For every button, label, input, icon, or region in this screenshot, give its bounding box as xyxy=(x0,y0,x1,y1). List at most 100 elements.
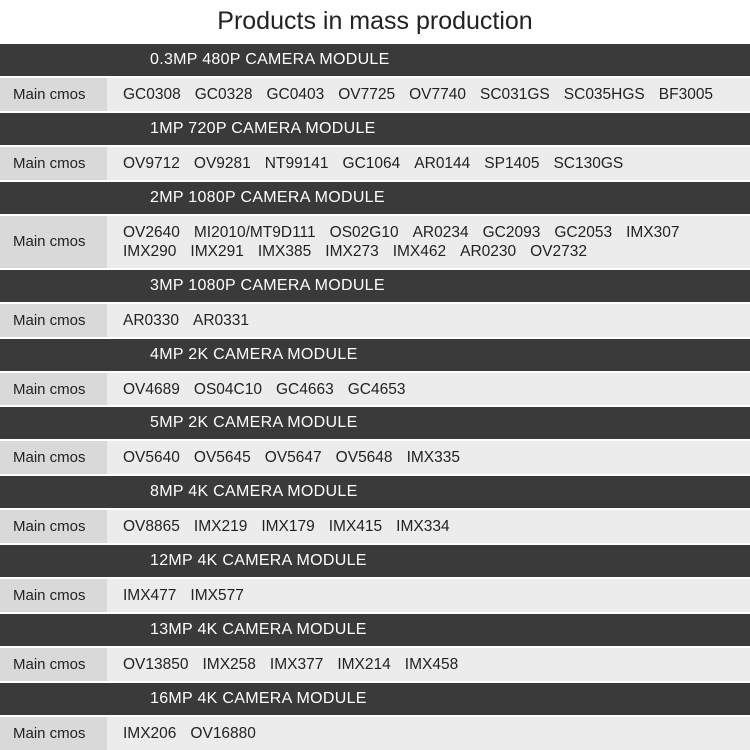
sensor-name: OV5648 xyxy=(335,449,393,467)
section-row: Main cmos GC0308 GC0328 GC0403 OV7725 OV7740 S… xyxy=(0,78,750,111)
sensor-name: IMX291 xyxy=(190,242,244,260)
sensor-list: AR0330 AR0331 xyxy=(107,304,750,337)
sensor-list: OV2640 MI2010/MT9D111 OS02G10 AR0234 GC2093 G… xyxy=(107,216,750,268)
sensor-name: OV9712 xyxy=(123,154,180,172)
sensor-name: IMX385 xyxy=(257,242,312,260)
section-row: Main cmos OV5640 OV5645 OV5647 OV5648 IMX335 xyxy=(0,441,750,475)
section-header: 12MP 4K CAMERA MODULE xyxy=(0,545,750,578)
sensor-name: AR0234 xyxy=(412,223,469,241)
sensor-list: OV9712 OV9281 NT99141 GC1064 AR0144 SP1405 SC1… xyxy=(107,147,750,180)
section-row: Main cmos OV2640 MI2010/MT9D111 OS02G10 AR02… xyxy=(0,215,750,268)
sensor-name: OV2732 xyxy=(530,242,588,260)
sensor-line: OV13850 IMX258 IMX377 IMX214 IMX458 xyxy=(123,655,750,674)
sensor-name: IMX334 xyxy=(396,518,450,536)
section-header: 5MP 2K CAMERA MODULE xyxy=(0,407,750,440)
sensor-name: SC031GS xyxy=(479,85,550,103)
sensor-line: OV5640 OV5645 OV5647 OV5648 IMX335 xyxy=(123,448,750,467)
section-header: 0.3MP 480P CAMERA MODULE xyxy=(0,44,750,76)
sensor-line: GC0308 GC0328 GC0403 OV7725 OV7740 SC031GS SC0… xyxy=(123,85,750,104)
sensor-name: OV8865 xyxy=(123,518,180,536)
sensor-name: GC0403 xyxy=(266,85,325,103)
section-row: Main cmos IMX477 IMX577 xyxy=(0,579,750,613)
section-header: 2MP 1080P CAMERA MODULE xyxy=(0,181,750,214)
row-label: Main cmos xyxy=(0,303,107,337)
sensor-name: OV7725 xyxy=(338,85,396,103)
sensor-name: GC4663 xyxy=(275,380,334,398)
section-row: Main cmos AR0330 AR0331 xyxy=(0,303,750,337)
sensor-name: OV9281 xyxy=(193,154,251,172)
sensor-name: GC0328 xyxy=(194,85,253,103)
sensor-line: IMX206 OV16880 xyxy=(123,724,750,743)
sensor-name: OV5640 xyxy=(123,449,180,467)
sensor-name: OV2640 xyxy=(123,223,180,241)
sensor-line: IMX290 IMX291 IMX385 IMX273 IMX462 AR0230 OV27… xyxy=(123,242,750,261)
section-header: 16MP 4K CAMERA MODULE xyxy=(0,683,750,716)
sensor-name: IMX577 xyxy=(190,587,244,605)
sensor-list: OV5640 OV5645 OV5647 OV5648 IMX335 xyxy=(107,441,750,474)
sensor-name: OV13850 xyxy=(123,656,189,674)
sensor-name: GC2053 xyxy=(554,223,613,241)
section-row: Main cmos OV4689 OS04C10 GC4663 GC4653 xyxy=(0,372,750,406)
sensor-list: OV13850 IMX258 IMX377 IMX214 IMX458 xyxy=(107,648,750,681)
sensor-name: SC130GS xyxy=(553,154,624,172)
sensor-line: AR0330 AR0331 xyxy=(123,311,750,330)
section-header: 13MP 4K CAMERA MODULE xyxy=(0,614,750,647)
sensor-name: IMX290 xyxy=(123,242,177,260)
sensor-line: OV9712 OV9281 NT99141 GC1064 AR0144 SP1405 SC1… xyxy=(123,154,750,173)
sensor-name: AR0144 xyxy=(414,154,471,172)
sensor-name: IMX377 xyxy=(269,656,324,674)
page-title: Products in mass production xyxy=(217,7,533,35)
sensor-name: IMX415 xyxy=(328,518,383,536)
row-label: Main cmos xyxy=(0,579,107,613)
sensor-name: OS04C10 xyxy=(193,380,262,398)
sensor-name: OV16880 xyxy=(190,725,256,743)
sensor-name: GC0308 xyxy=(123,85,181,103)
sensor-name: NT99141 xyxy=(264,154,329,172)
section-header: 1MP 720P CAMERA MODULE xyxy=(0,112,750,145)
sensor-name: IMX477 xyxy=(123,587,177,605)
sensor-line: OV4689 OS04C10 GC4663 GC4653 xyxy=(123,380,750,399)
section-row: Main cmos IMX206 OV16880 xyxy=(0,717,750,750)
sensor-name: IMX206 xyxy=(123,725,177,743)
row-label: Main cmos xyxy=(0,648,107,682)
sensor-list: OV4689 OS04C10 GC4663 GC4653 xyxy=(107,373,750,406)
sensor-line: IMX477 IMX577 xyxy=(123,586,750,605)
section-header: 4MP 2K CAMERA MODULE xyxy=(0,338,750,371)
row-label: Main cmos xyxy=(0,215,107,268)
sensor-list: OV8865 IMX219 IMX179 IMX415 IMX334 xyxy=(107,510,750,543)
sensor-name: OS02G10 xyxy=(329,223,399,241)
section-header: 3MP 1080P CAMERA MODULE xyxy=(0,269,750,302)
sensor-name: IMX307 xyxy=(626,223,680,241)
sensor-line: OV2640 MI2010/MT9D111 OS02G10 AR0234 GC2093 G… xyxy=(123,223,750,242)
row-label: Main cmos xyxy=(0,372,107,406)
sensor-name: OV5647 xyxy=(264,449,322,467)
sensor-name: AR0331 xyxy=(193,311,250,329)
sensor-name: IMX219 xyxy=(193,518,248,536)
sensor-name: IMX179 xyxy=(261,518,315,536)
sensor-name: IMX273 xyxy=(325,242,379,260)
sensor-name: SP1405 xyxy=(484,154,540,172)
sensor-name: AR0230 xyxy=(460,242,517,260)
sensor-name: MI2010/MT9D111 xyxy=(193,223,316,241)
row-label: Main cmos xyxy=(0,78,107,111)
sensor-line: OV8865 IMX219 IMX179 IMX415 IMX334 xyxy=(123,517,750,536)
sensor-name: IMX335 xyxy=(406,449,460,467)
sensor-name: OV7740 xyxy=(409,85,466,103)
sensor-name: OV5645 xyxy=(193,449,251,467)
sensor-list: IMX206 OV16880 xyxy=(107,717,750,750)
row-label: Main cmos xyxy=(0,146,107,180)
row-label: Main cmos xyxy=(0,510,107,544)
sensor-list: IMX477 IMX577 xyxy=(107,579,750,612)
sensor-name: GC4653 xyxy=(347,380,406,398)
row-label: Main cmos xyxy=(0,441,107,475)
sensor-name: SC035HGS xyxy=(563,85,645,103)
sensor-list: GC0308 GC0328 GC0403 OV7725 OV7740 SC031GS SC0… xyxy=(107,78,750,111)
sensor-name: IMX258 xyxy=(202,656,256,674)
sensor-name: OV4689 xyxy=(123,380,180,398)
row-label: Main cmos xyxy=(0,717,107,750)
sensor-name: IMX458 xyxy=(404,656,459,674)
section-row: Main cmos OV9712 OV9281 NT99141 GC1064 AR0144… xyxy=(0,146,750,180)
section-header: 8MP 4K CAMERA MODULE xyxy=(0,476,750,509)
section-row: Main cmos OV8865 IMX219 IMX179 IMX415 IMX334 xyxy=(0,510,750,544)
